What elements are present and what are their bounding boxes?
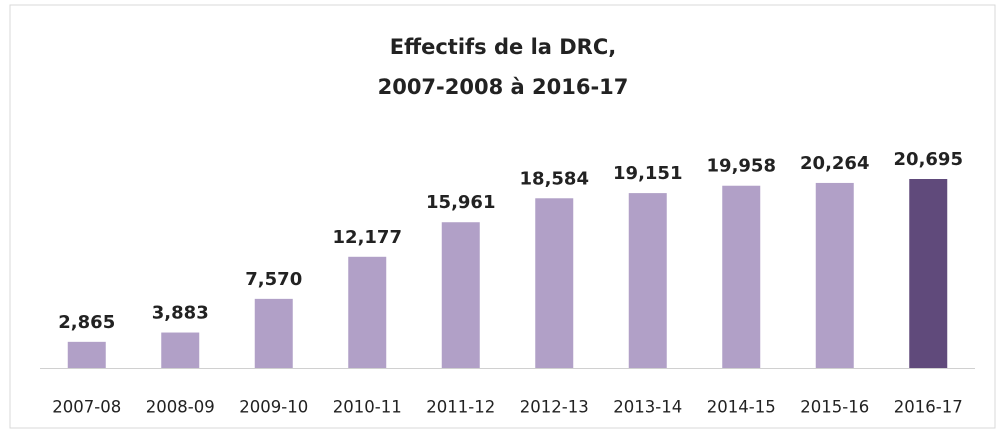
value-label: 2,865 xyxy=(58,312,115,333)
x-tick-label: 2014-15 xyxy=(707,398,776,417)
bar xyxy=(441,222,480,368)
value-label: 20,695 xyxy=(894,149,963,170)
x-tick-label: 2013-14 xyxy=(613,398,682,417)
value-label: 12,177 xyxy=(333,227,402,248)
x-tick-label: 2010-11 xyxy=(333,398,402,417)
value-label: 3,883 xyxy=(152,303,209,324)
bar xyxy=(815,182,854,368)
value-label: 19,958 xyxy=(707,156,776,177)
value-label: 19,151 xyxy=(613,163,682,184)
value-label: 15,961 xyxy=(426,192,495,213)
x-tick-label: 2016-17 xyxy=(894,398,963,417)
x-tick-label: 2011-12 xyxy=(426,398,495,417)
bar xyxy=(535,198,574,368)
chart-title: 2007-2008 à 2016-17 xyxy=(378,75,629,99)
bar xyxy=(628,193,667,368)
bar xyxy=(909,179,948,368)
bar xyxy=(254,298,293,368)
bar xyxy=(722,185,761,368)
chart-title: Effectifs de la DRC, xyxy=(390,35,617,59)
bar xyxy=(161,332,200,368)
x-tick-label: 2007-08 xyxy=(52,398,121,417)
value-label: 7,570 xyxy=(245,269,302,290)
x-tick-label: 2009-10 xyxy=(239,398,308,417)
x-tick-label: 2012-13 xyxy=(520,398,589,417)
value-label: 20,264 xyxy=(800,153,869,174)
x-tick-label: 2015-16 xyxy=(800,398,869,417)
value-label: 18,584 xyxy=(520,168,589,189)
bar xyxy=(67,341,106,368)
x-tick-label: 2008-09 xyxy=(146,398,215,417)
bar xyxy=(348,256,387,368)
